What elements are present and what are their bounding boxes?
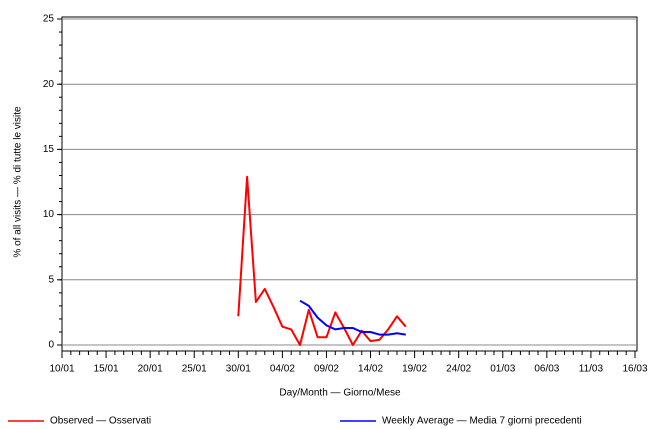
y-tick-label: 5 xyxy=(48,274,54,285)
y-tick-label: 20 xyxy=(43,79,55,90)
plot-frame xyxy=(61,16,638,352)
series-line xyxy=(299,299,406,336)
x-tick-label: 15/01 xyxy=(94,364,119,375)
x-tick-label: 30/01 xyxy=(226,364,251,375)
x-tick-label: 14/02 xyxy=(358,364,383,375)
x-tick-label: 25/01 xyxy=(182,364,207,375)
legend-label: Observed — Osservati xyxy=(50,416,151,427)
y-tick-label: 15 xyxy=(43,144,55,155)
x-tick-label: 11/03 xyxy=(579,364,604,375)
x-tick-label: 16/03 xyxy=(622,364,647,375)
x-tick-label: 10/01 xyxy=(49,364,74,375)
x-tick-label: 24/02 xyxy=(446,364,471,375)
x-tick-label: 20/01 xyxy=(138,364,163,375)
x-tick-label: 19/02 xyxy=(402,364,427,375)
y-tick-label: 10 xyxy=(43,209,55,220)
x-tick-label: 04/02 xyxy=(270,364,295,375)
x-tick-label: 01/03 xyxy=(490,364,515,375)
y-tick-label: 25 xyxy=(43,14,55,25)
x-tick-label: 06/03 xyxy=(534,364,559,375)
series-line xyxy=(237,175,407,346)
x-tick-label: 09/02 xyxy=(314,364,339,375)
y-tick-label: 0 xyxy=(48,340,54,351)
legend-label: Weekly Average — Media 7 giorni preceden… xyxy=(382,416,582,427)
x-axis-label: Day/Month — Giorno/Mese xyxy=(279,388,401,399)
y-axis-label: % of all visits — % di tutte le visite xyxy=(13,106,24,258)
